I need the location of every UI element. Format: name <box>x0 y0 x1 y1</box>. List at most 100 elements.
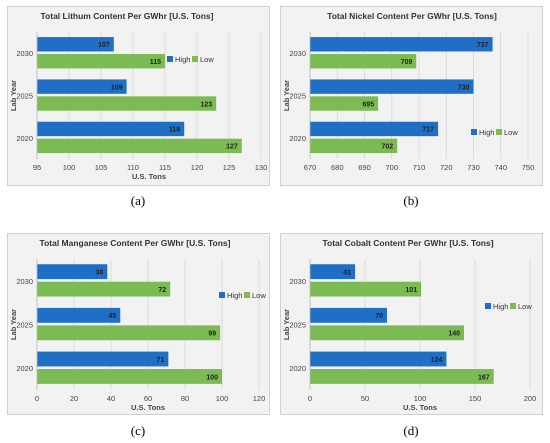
panel-label-d: (d) <box>403 423 419 438</box>
x-tick-label: 125 <box>223 163 236 172</box>
x-tick-label: 80 <box>181 394 189 403</box>
legend-swatch-high <box>219 292 225 298</box>
x-tick-label: 120 <box>253 394 266 403</box>
bar-low <box>310 96 379 111</box>
data-label: 737 <box>477 42 489 49</box>
chart-d-svg: Total Cobalt Content Per GWhr [U.S. Tons… <box>280 233 543 415</box>
y-tick-label: 2030 <box>289 277 306 286</box>
bar-high <box>37 307 121 323</box>
data-label: 100 <box>206 374 218 381</box>
data-label: 695 <box>362 101 374 108</box>
x-tick-label: 0 <box>35 394 39 403</box>
data-label: 45 <box>108 313 116 320</box>
x-tick-label: 200 <box>524 394 537 403</box>
y-tick-label: 2025 <box>16 321 33 330</box>
x-tick-label: 120 <box>191 163 204 172</box>
data-label: 709 <box>401 59 413 66</box>
legend-label-high: High <box>227 291 242 300</box>
chart-title: Total Lithum Content Per GWhr [U.S. Tons… <box>41 11 214 21</box>
bar-high <box>310 264 356 280</box>
chart-a-svg: Total Lithum Content Per GWhr [U.S. Tons… <box>7 6 270 186</box>
y-tick-label: 2025 <box>16 92 33 101</box>
data-label: 167 <box>478 374 490 381</box>
chart-b-svg: Total Nickel Content Per GWhr [U.S. Tons… <box>280 6 543 186</box>
bar-high <box>37 79 127 94</box>
y-tick-label: 2020 <box>16 364 33 373</box>
x-tick-label: 750 <box>522 163 535 172</box>
data-label: 71 <box>157 357 165 364</box>
x-tick-label: 730 <box>467 163 480 172</box>
y-axis-label: Lab Year <box>9 309 18 340</box>
bar-high <box>310 79 474 94</box>
data-label: 124 <box>431 357 443 364</box>
bar-low <box>310 325 464 341</box>
chart-background <box>7 6 270 186</box>
y-tick-label: 2030 <box>289 49 306 58</box>
bar-low <box>37 281 171 297</box>
x-tick-label: 680 <box>331 163 344 172</box>
chart-panel-a: Total Lithum Content Per GWhr [U.S. Tons… <box>7 6 270 186</box>
x-tick-label: 50 <box>361 394 369 403</box>
data-label: 140 <box>448 331 460 338</box>
data-label: 101 <box>405 287 417 294</box>
data-label: 70 <box>375 313 383 320</box>
y-axis-label: Lab Year <box>282 80 291 111</box>
legend-swatch-high <box>471 129 477 135</box>
x-tick-label: 100 <box>414 394 427 403</box>
x-tick-label: 105 <box>95 163 108 172</box>
x-tick-label: 100 <box>63 163 76 172</box>
chart-title: Total Cobalt Content Per GWhr [U.S. Tons… <box>322 238 493 248</box>
data-label: 41 <box>343 269 351 276</box>
legend-label-high: High <box>175 55 190 64</box>
x-tick-label: 130 <box>255 163 268 172</box>
chart-background <box>280 233 543 415</box>
data-label: 127 <box>226 144 238 151</box>
x-axis-label: U.S. Tons <box>403 403 437 412</box>
chart-panel-c: Total Manganese Content Per GWhr [U.S. T… <box>7 233 270 415</box>
bar-high <box>310 307 387 323</box>
y-tick-label: 2020 <box>289 134 306 143</box>
x-tick-label: 40 <box>107 394 115 403</box>
y-tick-label: 2030 <box>16 49 33 58</box>
legend-label-high: High <box>479 128 494 137</box>
x-tick-label: 710 <box>413 163 426 172</box>
data-label: 72 <box>158 287 166 294</box>
x-tick-label: 100 <box>216 394 229 403</box>
x-tick-label: 700 <box>385 163 398 172</box>
x-axis-label: U.S. Tons <box>132 172 166 181</box>
bar-low <box>37 138 242 154</box>
x-tick-label: 690 <box>358 163 371 172</box>
bar-low <box>37 325 221 341</box>
legend-swatch-low <box>510 303 516 309</box>
data-label: 38 <box>96 269 104 276</box>
x-tick-label: 110 <box>127 163 139 172</box>
y-tick-label: 2025 <box>289 92 306 101</box>
x-tick-label: 60 <box>144 394 152 403</box>
chart-panel-b: Total Nickel Content Per GWhr [U.S. Tons… <box>280 6 543 186</box>
data-label: 109 <box>111 84 123 91</box>
bar-high <box>37 351 169 367</box>
legend-label-low: Low <box>252 291 266 300</box>
panel-label-b: (b) <box>403 193 419 208</box>
data-label: 123 <box>201 101 213 108</box>
bar-low <box>37 54 165 69</box>
x-tick-label: 115 <box>159 163 171 172</box>
chart-c-svg: Total Manganese Content Per GWhr [U.S. T… <box>7 233 270 415</box>
chart-panel-d: Total Cobalt Content Per GWhr [U.S. Tons… <box>280 233 543 415</box>
chart-title: Total Nickel Content Per GWhr [U.S. Tons… <box>327 11 497 21</box>
legend-swatch-low <box>496 129 502 135</box>
bar-high <box>310 37 493 52</box>
x-tick-label: 720 <box>440 163 453 172</box>
bar-high <box>310 121 439 137</box>
y-tick-label: 2020 <box>289 364 306 373</box>
x-tick-label: 670 <box>304 163 317 172</box>
data-label: 118 <box>169 127 180 134</box>
bar-low <box>310 138 398 154</box>
y-tick-label: 2030 <box>16 277 33 286</box>
data-label: 115 <box>150 59 161 66</box>
bar-high <box>37 37 114 52</box>
x-axis-label: U.S. Tons <box>131 403 165 412</box>
legend-label-low: Low <box>504 128 518 137</box>
legend-label-low: Low <box>200 55 214 64</box>
chart-background <box>280 6 543 186</box>
